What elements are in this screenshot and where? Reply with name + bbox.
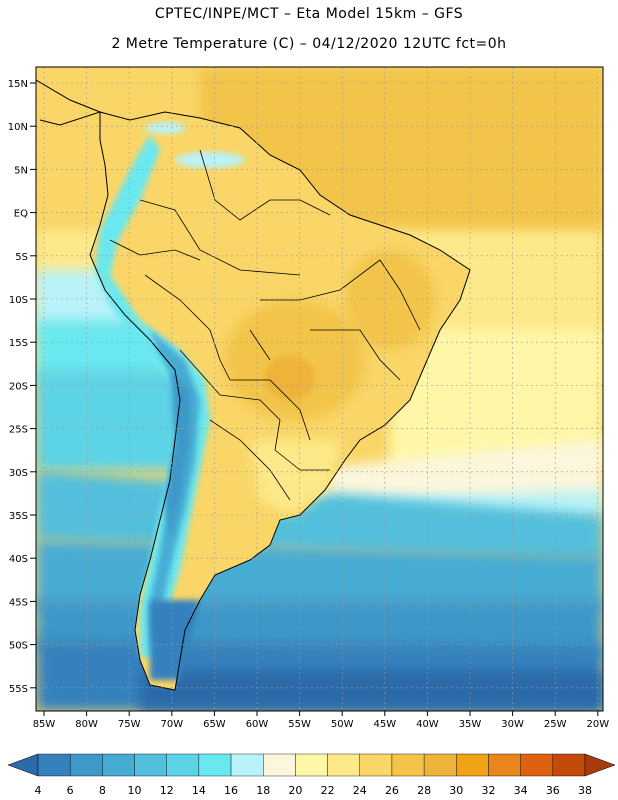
lat-label: 50S — [9, 641, 28, 652]
lon-label: 50W — [331, 719, 354, 730]
lon-label: 30W — [501, 719, 524, 730]
colorbar-min-arrow — [7, 753, 39, 777]
map-frame — [35, 66, 604, 712]
colorbar-tick-label: 30 — [449, 784, 463, 797]
colorbar-swatch — [198, 753, 232, 777]
colorbar-tick-label: 24 — [353, 784, 367, 797]
colorbar-swatch — [456, 753, 489, 777]
colorbar-max-arrow — [584, 753, 616, 777]
lat-label: 20S — [9, 381, 28, 392]
lon-label: 60W — [246, 719, 269, 730]
colorbar-tick-label: 28 — [417, 784, 431, 797]
colorbar-swatch — [37, 753, 71, 777]
lat-label: 35S — [9, 511, 28, 522]
colorbar-tick-label: 6 — [67, 784, 74, 797]
colorbar-swatch — [359, 753, 393, 777]
lon-label: 40W — [416, 719, 439, 730]
temperature-field — [36, 67, 603, 711]
colorbar-swatch — [520, 753, 554, 777]
colorbar: 4 6 8 10 12 14 16 18 20 22 24 26 28 30 32 34 36 38 — [7, 753, 616, 797]
lat-label: 10S — [9, 295, 28, 306]
colorbar-tick-label: 16 — [224, 784, 238, 797]
colorbar-tick-label: 20 — [288, 784, 302, 797]
colorbar-tick-label: 32 — [481, 784, 495, 797]
colorbar-tick-label: 12 — [160, 784, 174, 797]
colorbar-tick-label: 36 — [546, 784, 560, 797]
andes-cold-ridge — [95, 135, 210, 660]
colorbar-swatch — [488, 753, 521, 777]
colorbar-swatch — [263, 753, 296, 777]
lon-label: 80W — [75, 719, 98, 730]
colorbar-swatch — [102, 753, 135, 777]
colorbar-swatch — [552, 753, 586, 777]
lat-label: 15S — [9, 338, 28, 349]
colorbar-swatch — [134, 753, 167, 777]
lat-label: 45S — [9, 597, 28, 608]
lon-label: 85W — [33, 719, 56, 730]
lon-label: 20W — [586, 719, 609, 730]
colorbar-tick-label: 4 — [35, 784, 42, 797]
colorbar-swatch — [295, 753, 328, 777]
colorbar-tick-label: 10 — [128, 784, 142, 797]
longitude-labels: 85W 80W 75W 70W 65W 60W 55W 50W 45W 40W 35W 30W 25W 2… — [33, 711, 609, 730]
colorbar-tick-label: 8 — [99, 784, 106, 797]
colorbar-tick-label: 14 — [192, 784, 206, 797]
lat-label: EQ — [14, 209, 28, 220]
colorbar-swatch — [230, 753, 264, 777]
lat-label: 40S — [9, 554, 28, 565]
lat-label: 5S — [15, 252, 28, 263]
map-title-line-1: CPTEC/INPE/MCT – Eta Model 15km – GFS — [154, 6, 464, 22]
colorbar-swatch — [69, 753, 103, 777]
lat-label: 10N — [8, 122, 28, 133]
colorbar-swatch — [423, 753, 457, 777]
latitude-labels: 15N 10N 5N EQ 5S 10S 15S 20S 25S 30S 35S 40S 45S 50S 5… — [8, 79, 36, 695]
colorbar-tick-label: 18 — [256, 784, 270, 797]
lon-label: 55W — [288, 719, 311, 730]
colorbar-swatch — [391, 753, 425, 777]
lat-label: 55S — [9, 684, 28, 695]
lat-label: 25S — [9, 425, 28, 436]
lat-label: 5N — [14, 165, 28, 176]
colorbar-swatch — [166, 753, 200, 777]
lon-label: 70W — [160, 719, 183, 730]
colorbar-tick-label: 38 — [578, 784, 592, 797]
lon-label: 45W — [373, 719, 396, 730]
colorbar-tick-label: 26 — [385, 784, 399, 797]
lon-label: 65W — [203, 719, 226, 730]
country-borders — [109, 149, 421, 501]
lon-label: 75W — [118, 719, 141, 730]
lat-label: 30S — [9, 468, 28, 479]
lon-label: 35W — [459, 719, 482, 730]
colorbar-tick-label: 34 — [514, 784, 528, 797]
lat-label: 15N — [8, 79, 28, 90]
colorbar-swatch — [327, 753, 360, 777]
lat-lon-grid — [36, 67, 603, 711]
colorbar-tick-label: 22 — [321, 784, 335, 797]
map-title-line-2: 2 Metre Temperature (C) – 04/12/2020 12U… — [111, 36, 507, 52]
lon-label: 25W — [544, 719, 567, 730]
